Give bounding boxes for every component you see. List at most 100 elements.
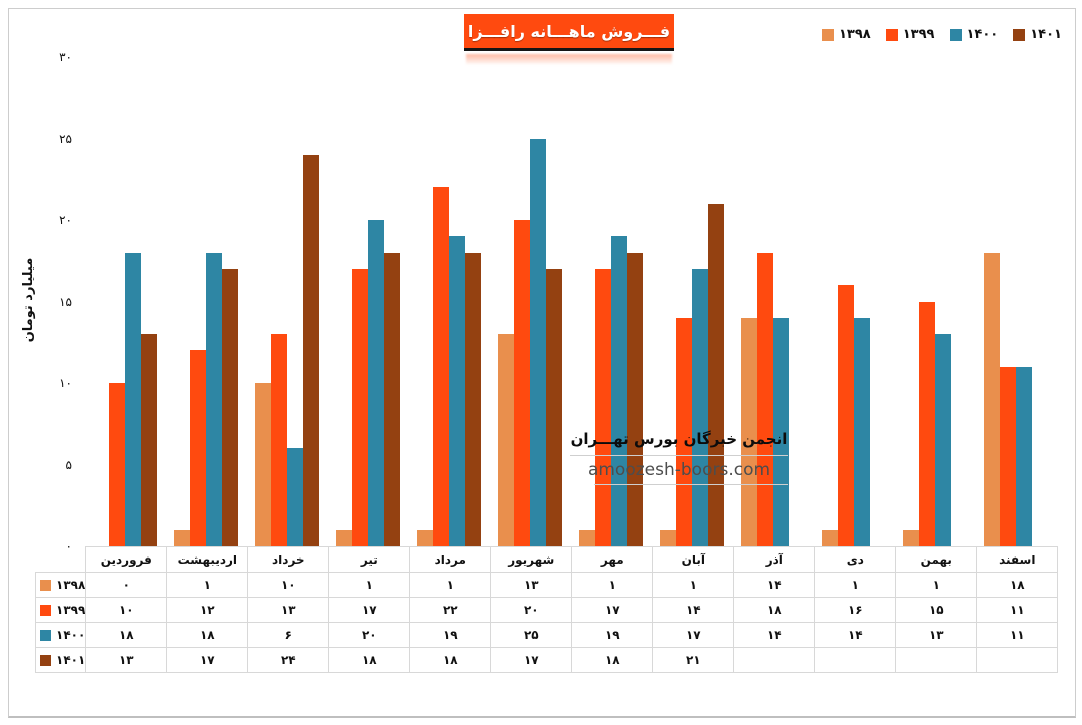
legend-item: ۱۳۹۹ <box>885 27 935 42</box>
year-label: ۱۴۰۰ <box>56 628 86 642</box>
table-cell: ۰ <box>85 572 168 598</box>
legend-item: ۱۳۹۸ <box>822 27 871 42</box>
table-cell: ۱۳ <box>490 572 573 598</box>
year-row-header: ۱۴۰۰ <box>34 622 87 648</box>
year-label: ۱۳۹۹ <box>56 603 86 617</box>
year-row-header: ۱۳۹۸ <box>34 572 87 598</box>
data-table: فروردین اردیبهشت خرداد تیر مرداد شهریور مهر آبا… <box>34 546 1059 673</box>
bar-۱۴۰۰-بهمن <box>934 334 951 546</box>
bar-۱۳۹۸-مهر <box>578 529 595 546</box>
chart-title: فـــروش ماهـــانه رافـــزا <box>467 21 671 41</box>
table-month-header: فروردین <box>85 546 168 573</box>
table-cell: ۱۴ <box>733 622 816 648</box>
legend-label: ۱۳۹۹ <box>902 27 935 42</box>
table-month-header: اسفند <box>976 546 1059 573</box>
legend-swatch-icon <box>885 28 898 41</box>
table-month-header: مهر <box>571 546 654 573</box>
table-cell: ۱۸ <box>85 622 168 648</box>
y-tick-label: ۳۰ <box>59 50 72 64</box>
bar-۱۳۹۸-تیر <box>335 529 352 546</box>
table-cell: ۱۴ <box>733 572 816 598</box>
table-cell: ۱۷ <box>166 647 249 673</box>
bar-۱۳۹۸-آبان <box>659 529 676 546</box>
table-cell: ۱۳ <box>247 597 330 623</box>
table-month-header: دی <box>814 546 897 573</box>
bar-۱۳۹۹-فروردین <box>108 383 125 546</box>
bar-۱۴۰۱-مرداد <box>464 252 481 546</box>
table-cell: ۲۱ <box>652 647 735 673</box>
bar-۱۳۹۹-آذر <box>756 252 773 546</box>
table-cell: ۱ <box>895 572 978 598</box>
legend-swatch-icon <box>949 28 962 41</box>
bar-۱۴۰۰-اردیبهشت <box>205 252 222 546</box>
table-cell: ۱۶ <box>814 597 897 623</box>
bar-۱۳۹۹-خرداد <box>270 334 287 546</box>
bar-۱۳۹۹-دی <box>837 285 854 546</box>
year-swatch-icon <box>40 604 51 616</box>
table-cell: ۶ <box>247 622 330 648</box>
table-cell: ۱۳ <box>85 647 168 673</box>
table-month-header: تیر <box>328 546 411 573</box>
bar-۱۳۹۸-اسفند <box>983 252 1000 546</box>
bar-۱۴۰۱-خرداد <box>302 154 319 546</box>
table-cell <box>895 647 978 673</box>
bar-۱۴۰۱-تیر <box>383 252 400 546</box>
table-cell: ۱۸ <box>409 647 492 673</box>
bar-۱۴۰۰-تیر <box>367 220 384 546</box>
bar-۱۳۹۹-اسفند <box>999 366 1016 546</box>
watermark: انجمن خبرگان بورس تهـــران amoozesh-boor… <box>570 430 788 485</box>
bar-۱۳۹۹-شهریور <box>513 220 530 546</box>
bar-۱۳۹۸-خرداد <box>254 383 271 546</box>
bar-۱۴۰۰-آبان <box>691 268 708 546</box>
watermark-divider-bottom <box>594 484 788 485</box>
bar-۱۴۰۰-مرداد <box>448 236 465 546</box>
table-cell: ۲۰ <box>490 597 573 623</box>
table-row: ۱۳۹۹ ۱۰ ۱۲ ۱۳ ۱۷ ۲۲ ۲۰ ۱۷ ۱۴ ۱۸ ۱۶ ۱۵ ۱۱ <box>34 597 1059 623</box>
bar-۱۴۰۱-شهریور <box>545 268 562 546</box>
table-cell: ۱۷ <box>328 597 411 623</box>
table-month-header: بهمن <box>895 546 978 573</box>
bar-۱۴۰۰-آذر <box>772 317 789 546</box>
y-tick-label: ۵ <box>65 457 72 472</box>
table-cell: ۱۹ <box>571 622 654 648</box>
table-cell: ۲۵ <box>490 622 573 648</box>
y-tick-label: ۰ <box>65 539 72 553</box>
table-month-header: مرداد <box>409 546 492 573</box>
table-cell: ۱۱ <box>976 597 1059 623</box>
table-cell: ۱۸ <box>976 572 1059 598</box>
bar-۱۳۹۹-اردیبهشت <box>189 350 206 546</box>
bar-۱۴۰۰-فروردین <box>124 252 141 546</box>
table-cell: ۱۲ <box>166 597 249 623</box>
y-tick-label: ۱۵ <box>59 294 72 309</box>
bar-۱۳۹۹-تیر <box>351 268 368 546</box>
table-cell: ۱۸ <box>166 622 249 648</box>
table-month-header: خرداد <box>247 546 330 573</box>
table-cell: ۲۰ <box>328 622 411 648</box>
bar-۱۴۰۱-اردیبهشت <box>221 268 238 546</box>
bar-۱۳۹۸-آذر <box>740 317 757 546</box>
table-month-header: اردیبهشت <box>166 546 249 573</box>
table-cell: ۱۷ <box>571 597 654 623</box>
watermark-line2: amoozesh-boors.com <box>587 460 771 480</box>
watermark-line1: انجمن خبرگان بورس تهـــران <box>570 430 788 448</box>
bar-۱۳۹۸-اردیبهشت <box>173 529 190 546</box>
bar-۱۴۰۰-اسفند <box>1015 366 1032 546</box>
bar-۱۳۹۸-بهمن <box>902 529 919 546</box>
legend-swatch-icon <box>1013 28 1026 41</box>
year-label: ۱۳۹۸ <box>56 578 86 592</box>
table-cell <box>733 647 816 673</box>
bar-۱۴۰۰-خرداد <box>286 448 303 546</box>
bar-۱۳۹۸-دی <box>821 529 838 546</box>
year-swatch-icon <box>40 579 51 591</box>
table-cell: ۱۰ <box>85 597 168 623</box>
table-cell: ۱ <box>409 572 492 598</box>
table-cell: ۱۱ <box>976 622 1059 648</box>
table-cell: ۱۴ <box>814 622 897 648</box>
y-tick-label: ۲۵ <box>59 131 72 146</box>
bar-۱۳۹۹-مهر <box>594 268 611 546</box>
table-month-header: شهریور <box>490 546 573 573</box>
legend-item: ۱۴۰۱ <box>1013 27 1062 42</box>
year-swatch-icon <box>40 654 51 666</box>
bar-۱۳۹۹-بهمن <box>918 301 935 546</box>
